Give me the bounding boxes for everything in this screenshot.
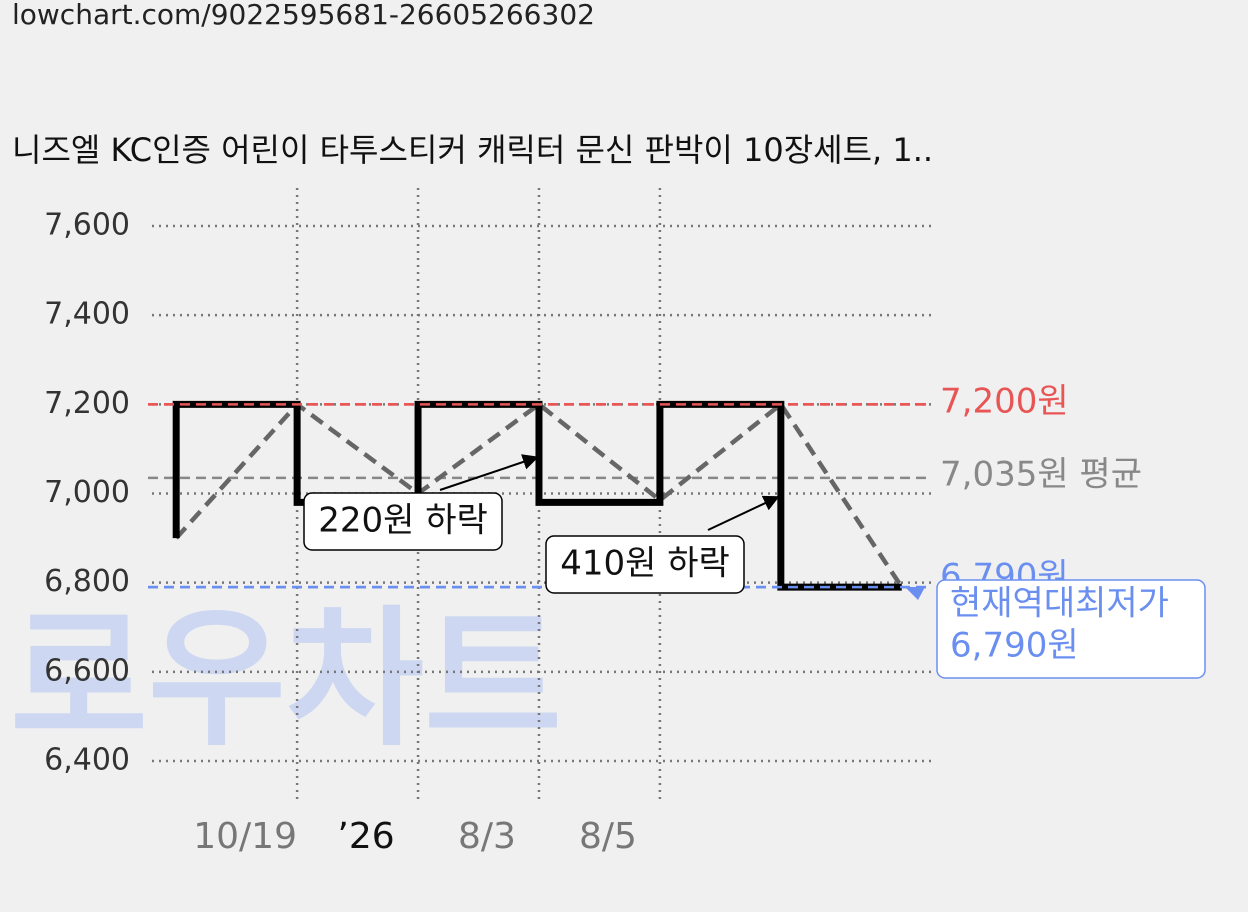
x-tick-label: 10/19 <box>193 816 297 857</box>
y-tick-label: 7,600 <box>44 208 130 243</box>
annotation-arrow <box>707 495 780 531</box>
low-box <box>936 579 1206 679</box>
x-tick-label: 8/5 <box>579 816 637 857</box>
y-tick-label: 6,800 <box>44 564 130 599</box>
y-tick-label: 6,400 <box>44 743 130 778</box>
y-tick-label: 7,000 <box>44 475 130 510</box>
low-box-text: 6,790원 <box>950 626 1079 666</box>
x-tick-label: 8/3 <box>458 816 516 857</box>
chart-title: 니즈엘 KC인증 어린이 타투스티커 캐릭터 문신 판박이 10장세트, 1.. <box>12 131 933 169</box>
watermark: 로우차트 <box>10 593 562 767</box>
annotation-box <box>545 535 745 594</box>
annotation-text: 220원 하락 <box>318 501 488 541</box>
annotation-arrow <box>439 454 539 491</box>
low-box-text: 현재역대최저가 <box>950 584 1169 624</box>
y-tick-label: 7,200 <box>44 386 130 421</box>
y-tick-label: 6,600 <box>44 653 130 688</box>
reference-label: 7,035원 평균 <box>940 455 1142 495</box>
annotation-text: 410원 하락 <box>560 544 730 584</box>
reference-label: 7,200원 <box>940 382 1069 422</box>
y-tick-label: 7,400 <box>44 297 130 332</box>
url: lowchart.com/9022595681-26605266302 <box>12 0 595 31</box>
low-marker <box>905 587 925 600</box>
x-tick-label: ’26 <box>337 816 394 857</box>
annotation-box <box>303 492 503 551</box>
